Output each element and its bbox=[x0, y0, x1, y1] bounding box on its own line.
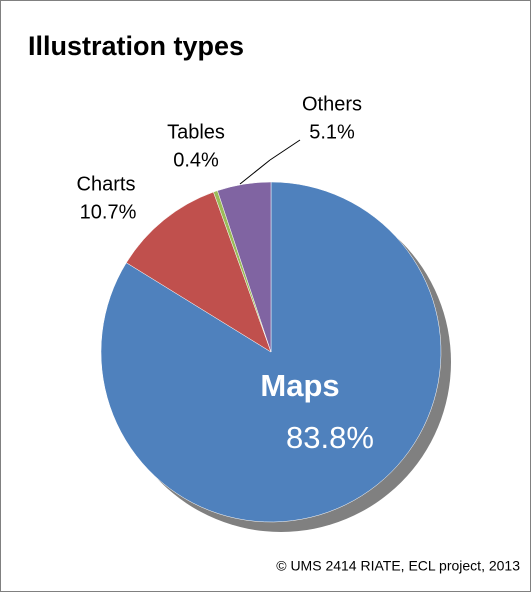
pie bbox=[100, 181, 442, 523]
pie-slice bbox=[125, 191, 272, 353]
slice-value-label: 83.8% bbox=[286, 420, 374, 455]
slice-value-label: 5.1% bbox=[309, 121, 355, 143]
slice-value-label: 0.4% bbox=[173, 149, 219, 171]
slice-label: Maps bbox=[260, 368, 339, 403]
chart-title: Illustration types bbox=[28, 31, 244, 61]
credit: © UMS 2414 RIATE, ECL project, 2013 bbox=[276, 558, 520, 574]
leader-line bbox=[269, 139, 301, 161]
slice-label: Charts bbox=[77, 173, 136, 195]
pie-slice bbox=[217, 181, 272, 353]
leader-line bbox=[239, 159, 271, 185]
slice-label: Others bbox=[302, 93, 362, 115]
slice-value-label: 10.7% bbox=[80, 201, 137, 223]
slice-label: Tables bbox=[167, 121, 225, 143]
